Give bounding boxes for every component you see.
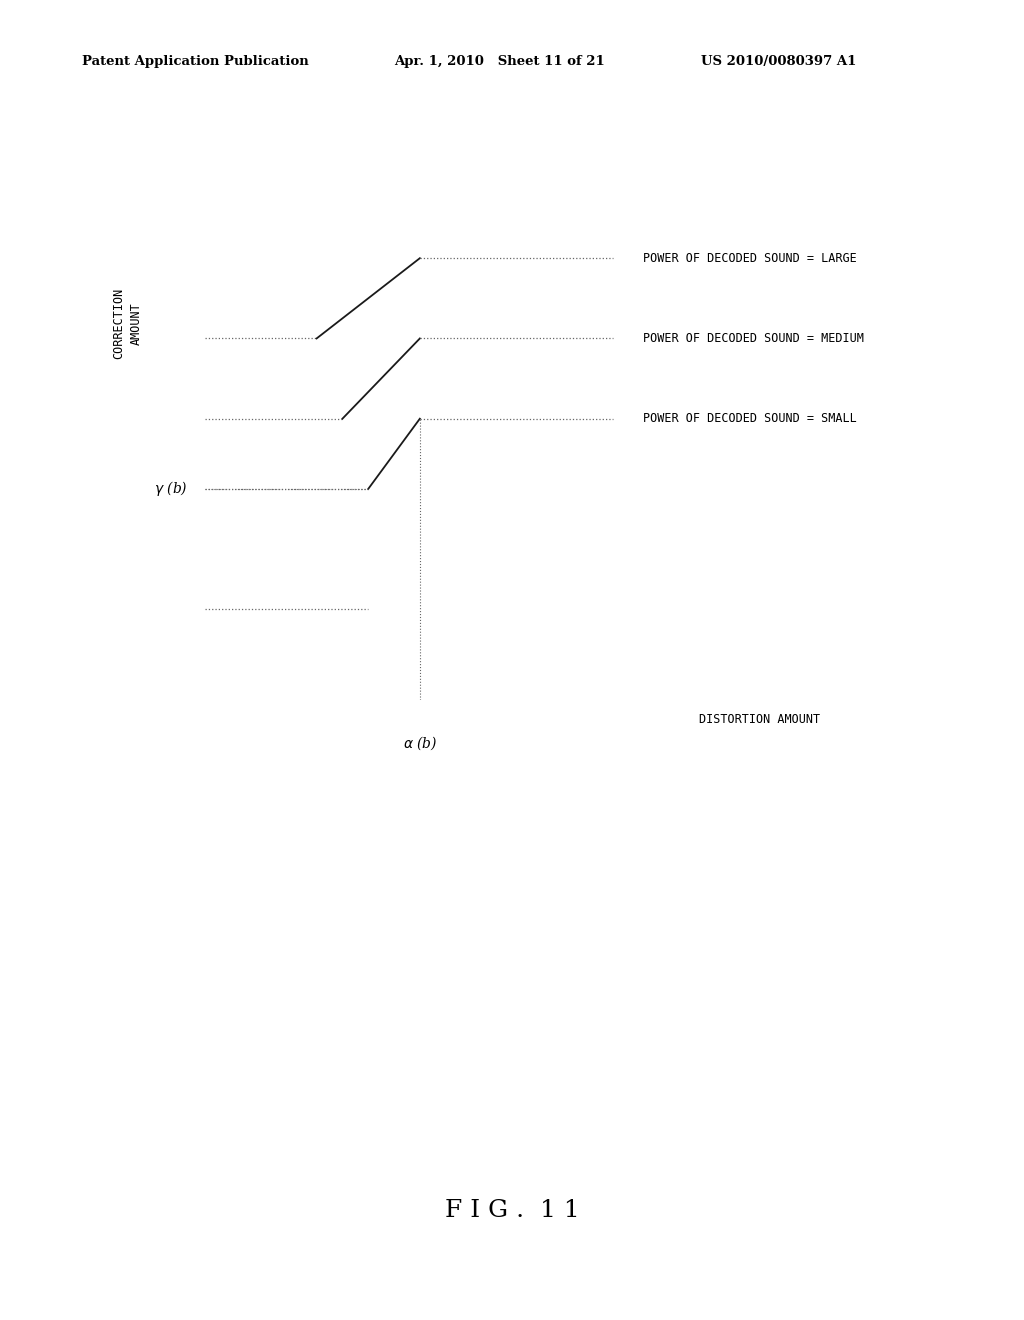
Text: $\alpha$ (b): $\alpha$ (b) (402, 735, 437, 752)
Text: Patent Application Publication: Patent Application Publication (82, 55, 308, 69)
Text: POWER OF DECODED SOUND = SMALL: POWER OF DECODED SOUND = SMALL (643, 412, 857, 425)
Text: US 2010/0080397 A1: US 2010/0080397 A1 (701, 55, 857, 69)
Text: CORRECTION
AMOUNT: CORRECTION AMOUNT (113, 288, 142, 359)
Text: POWER OF DECODED SOUND = MEDIUM: POWER OF DECODED SOUND = MEDIUM (643, 331, 864, 345)
Text: DISTORTION AMOUNT: DISTORTION AMOUNT (699, 713, 820, 726)
Text: $\gamma$ (b): $\gamma$ (b) (154, 479, 187, 499)
Text: F I G .  1 1: F I G . 1 1 (444, 1199, 580, 1222)
Text: POWER OF DECODED SOUND = LARGE: POWER OF DECODED SOUND = LARGE (643, 252, 857, 265)
Text: Apr. 1, 2010   Sheet 11 of 21: Apr. 1, 2010 Sheet 11 of 21 (394, 55, 605, 69)
